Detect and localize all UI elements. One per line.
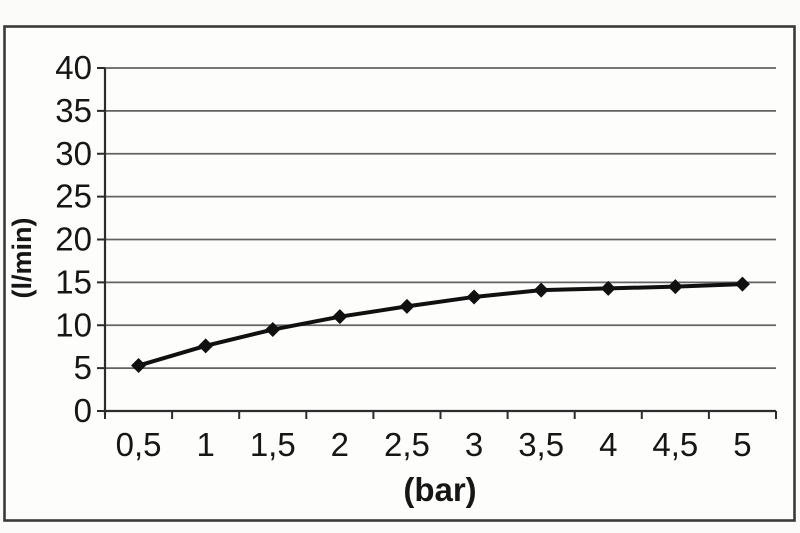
y-tick-label: 25 <box>55 178 92 215</box>
y-tick-labels: 0 5 10 15 20 25 30 35 40 <box>55 49 92 429</box>
x-tick-label: 2 <box>331 426 349 463</box>
data-point-marker <box>399 298 415 314</box>
data-line <box>136 282 745 368</box>
x-tick-label: 1,5 <box>250 426 296 463</box>
y-tick-label: 40 <box>55 49 92 86</box>
x-tick-label: 3 <box>465 426 483 463</box>
data-point-marker <box>265 322 281 338</box>
x-tick-label: 4,5 <box>652 426 698 463</box>
y-tick-label: 30 <box>55 135 92 172</box>
gridlines <box>105 67 776 369</box>
data-point-marker <box>600 280 616 296</box>
y-tick-label: 10 <box>55 306 92 343</box>
axes <box>97 67 777 419</box>
x-tick-labels: 0,5 1 1,5 2 2,5 3 3,5 4 4,5 5 <box>116 426 752 463</box>
x-tick-label: 5 <box>733 426 751 463</box>
x-tick-label: 3,5 <box>518 426 564 463</box>
chart-frame-border <box>3 25 796 522</box>
data-point-marker <box>131 358 147 374</box>
data-series <box>131 276 750 374</box>
data-point-marker <box>667 279 683 295</box>
data-point-marker <box>466 289 482 305</box>
data-point-marker <box>533 282 549 298</box>
x-tick-label: 2,5 <box>384 426 430 463</box>
x-tick-label: 0,5 <box>116 426 162 463</box>
x-axis-title: (bar) <box>403 471 476 508</box>
y-tick-label: 15 <box>55 263 92 300</box>
x-tick-label: 1 <box>196 426 214 463</box>
data-point-marker <box>198 338 214 354</box>
data-point-marker <box>332 309 348 325</box>
y-tick-label: 20 <box>55 221 92 258</box>
data-point-marker <box>734 276 750 292</box>
y-tick-label: 5 <box>74 349 92 386</box>
x-tick-label: 4 <box>599 426 617 463</box>
y-axis-title: (l/min) <box>7 218 37 299</box>
y-tick-label: 0 <box>74 392 92 429</box>
y-tick-label: 35 <box>55 92 92 129</box>
